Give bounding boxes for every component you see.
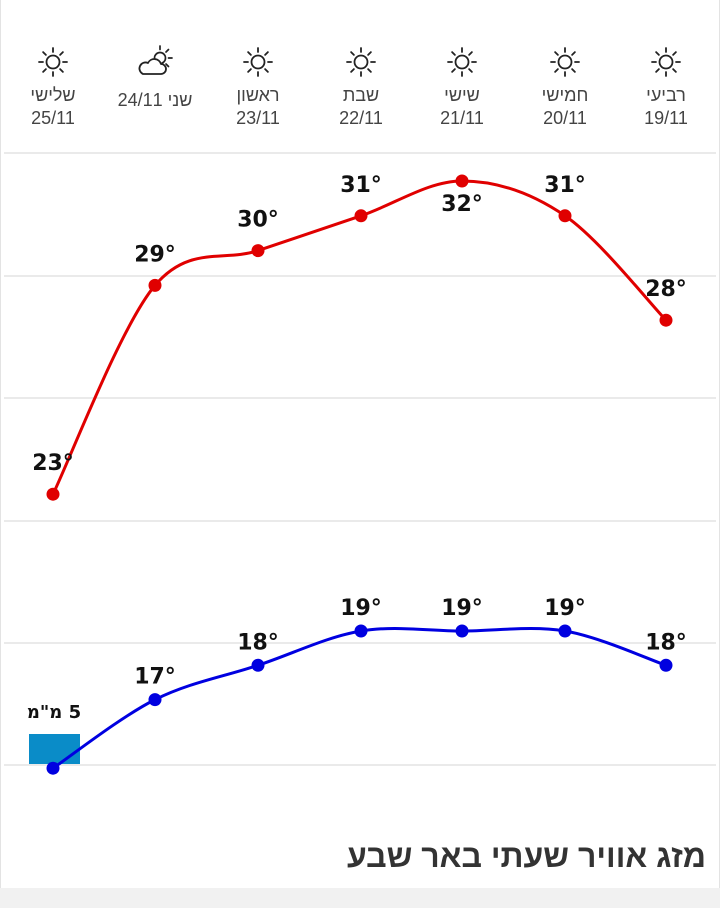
low-temp-point bbox=[251, 658, 265, 672]
high-temp-line bbox=[51, 179, 668, 495]
day-column: שנישני 24/11 bbox=[100, 40, 210, 112]
high-temp-label: 29° bbox=[134, 242, 176, 267]
day-column: שישי 21/11 bbox=[407, 40, 517, 130]
rain-bar bbox=[29, 734, 80, 764]
low-temp-point bbox=[354, 624, 368, 638]
day-date: שני 24/11 bbox=[117, 90, 193, 110]
day-date: 19/11 bbox=[644, 108, 688, 128]
day-column: חמישי 20/11 bbox=[510, 40, 620, 130]
partly-cloudy-icon bbox=[100, 40, 210, 84]
sun-icon bbox=[611, 40, 720, 84]
day-column: שלישי 25/11 bbox=[0, 40, 108, 130]
sun-icon bbox=[407, 40, 517, 84]
low-temp-point bbox=[148, 693, 162, 707]
day-date: 25/11 bbox=[31, 108, 75, 128]
day-column: שבת 22/11 bbox=[306, 40, 416, 130]
day-name: ראשון bbox=[236, 85, 280, 105]
day-strip: רביעי 19/11 חמישי 20/11 שישי 21/11 שבת 22/11 ראש… bbox=[0, 0, 720, 140]
day-date: 20/11 bbox=[543, 108, 587, 128]
day-column: רביעי 19/11 bbox=[611, 40, 720, 130]
day-name: רביעי bbox=[646, 85, 686, 105]
high-temp-point bbox=[251, 244, 265, 258]
high-temp-label: 28° bbox=[645, 277, 687, 302]
low-temp-point bbox=[558, 624, 572, 638]
temperature-chart: 5 מ"מ 28° 31° 32° 31° 30° 29° 23° 18° 19° 19° 19° 18… bbox=[4, 152, 716, 775]
day-column: ראשון 23/11 bbox=[203, 40, 313, 130]
day-date: 22/11 bbox=[339, 108, 383, 128]
day-date: 23/11 bbox=[236, 108, 280, 128]
high-temp-label: 31° bbox=[340, 173, 382, 198]
low-temp-point bbox=[46, 761, 60, 775]
high-temp-label: 31° bbox=[544, 173, 586, 198]
day-name: שישי bbox=[444, 85, 480, 105]
rain-label: 5 מ"מ bbox=[27, 702, 81, 723]
low-temp-label: 19° bbox=[441, 596, 483, 621]
high-temp-label: 32° bbox=[441, 192, 483, 217]
day-name: חמישי bbox=[541, 85, 589, 105]
low-temp-label: 17° bbox=[134, 665, 176, 690]
day-name: שבת bbox=[342, 85, 380, 105]
low-temp-point bbox=[659, 658, 673, 672]
bottom-bar bbox=[0, 888, 720, 908]
high-temp-point bbox=[354, 209, 368, 223]
day-name: שלישי bbox=[30, 85, 76, 105]
low-temp-label: 18° bbox=[237, 630, 279, 655]
low-temp-point bbox=[455, 624, 469, 638]
day-date: 21/11 bbox=[440, 108, 484, 128]
high-temp-point bbox=[558, 209, 572, 223]
high-temp-label: 23° bbox=[32, 451, 74, 476]
high-temp-point bbox=[455, 174, 469, 188]
high-temp-point bbox=[148, 278, 162, 292]
high-temp-point bbox=[659, 313, 673, 327]
sun-icon bbox=[306, 40, 416, 84]
high-temp-point bbox=[46, 487, 60, 501]
sun-icon bbox=[203, 40, 313, 84]
low-temp-line bbox=[52, 626, 667, 770]
low-temp-label: 19° bbox=[340, 596, 382, 621]
low-temp-label: 19° bbox=[544, 596, 586, 621]
sun-icon bbox=[0, 40, 108, 84]
low-temp-label: 18° bbox=[645, 630, 687, 655]
high-temp-label: 30° bbox=[237, 208, 279, 233]
sun-icon bbox=[510, 40, 620, 84]
page-title: מזג אוויר שעתי באר שבע bbox=[346, 838, 706, 874]
